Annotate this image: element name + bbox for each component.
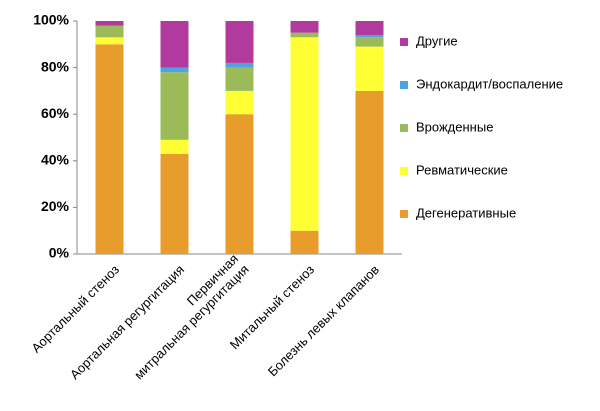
bar-segment (160, 139, 189, 154)
y-tick-label: 0% (49, 245, 70, 261)
legend-label: Врожденные (416, 119, 493, 134)
bar-segment (225, 21, 254, 63)
bar-segment (290, 230, 319, 254)
bar-segment (290, 37, 319, 231)
bar-segment (225, 114, 254, 254)
y-tick-label: 80% (41, 58, 70, 74)
legend-label: Дегенеративные (416, 205, 516, 220)
bar-segment (95, 44, 124, 254)
bar-segment (95, 25, 124, 38)
bar-segment (225, 90, 254, 115)
bar-segment (355, 46, 384, 91)
bar-segment (355, 34, 384, 38)
x-tick-label: Аортальная регургитация (67, 262, 187, 382)
bar-segment (95, 37, 124, 45)
legend-label: Ревматические (416, 162, 508, 177)
bar-segment (355, 90, 384, 255)
legend-swatch (400, 167, 408, 175)
bar-segment (160, 67, 189, 73)
x-tick-label: Болезнь левых клапанов (265, 262, 382, 379)
bar-segment (160, 21, 189, 68)
legend-swatch (400, 38, 408, 46)
bar-segment (225, 67, 254, 91)
legend-label: Эндокардит/воспаление (416, 76, 563, 91)
bar-segment (355, 21, 384, 35)
bar-segment (290, 32, 319, 38)
bar-segment (225, 62, 254, 68)
legend-swatch (400, 81, 408, 89)
y-tick-label: 20% (41, 198, 70, 214)
bar-segment (355, 37, 384, 47)
bar-segment (160, 153, 189, 254)
bar-segment (95, 21, 124, 26)
y-tick-label: 100% (33, 12, 69, 28)
y-tick-label: 60% (41, 105, 70, 121)
legend-label: Другие (416, 33, 458, 48)
bar-segment (160, 72, 189, 140)
legend-swatch (400, 124, 408, 132)
bar-segment (290, 21, 319, 33)
y-tick-label: 40% (41, 152, 70, 168)
legend-swatch (400, 210, 408, 218)
